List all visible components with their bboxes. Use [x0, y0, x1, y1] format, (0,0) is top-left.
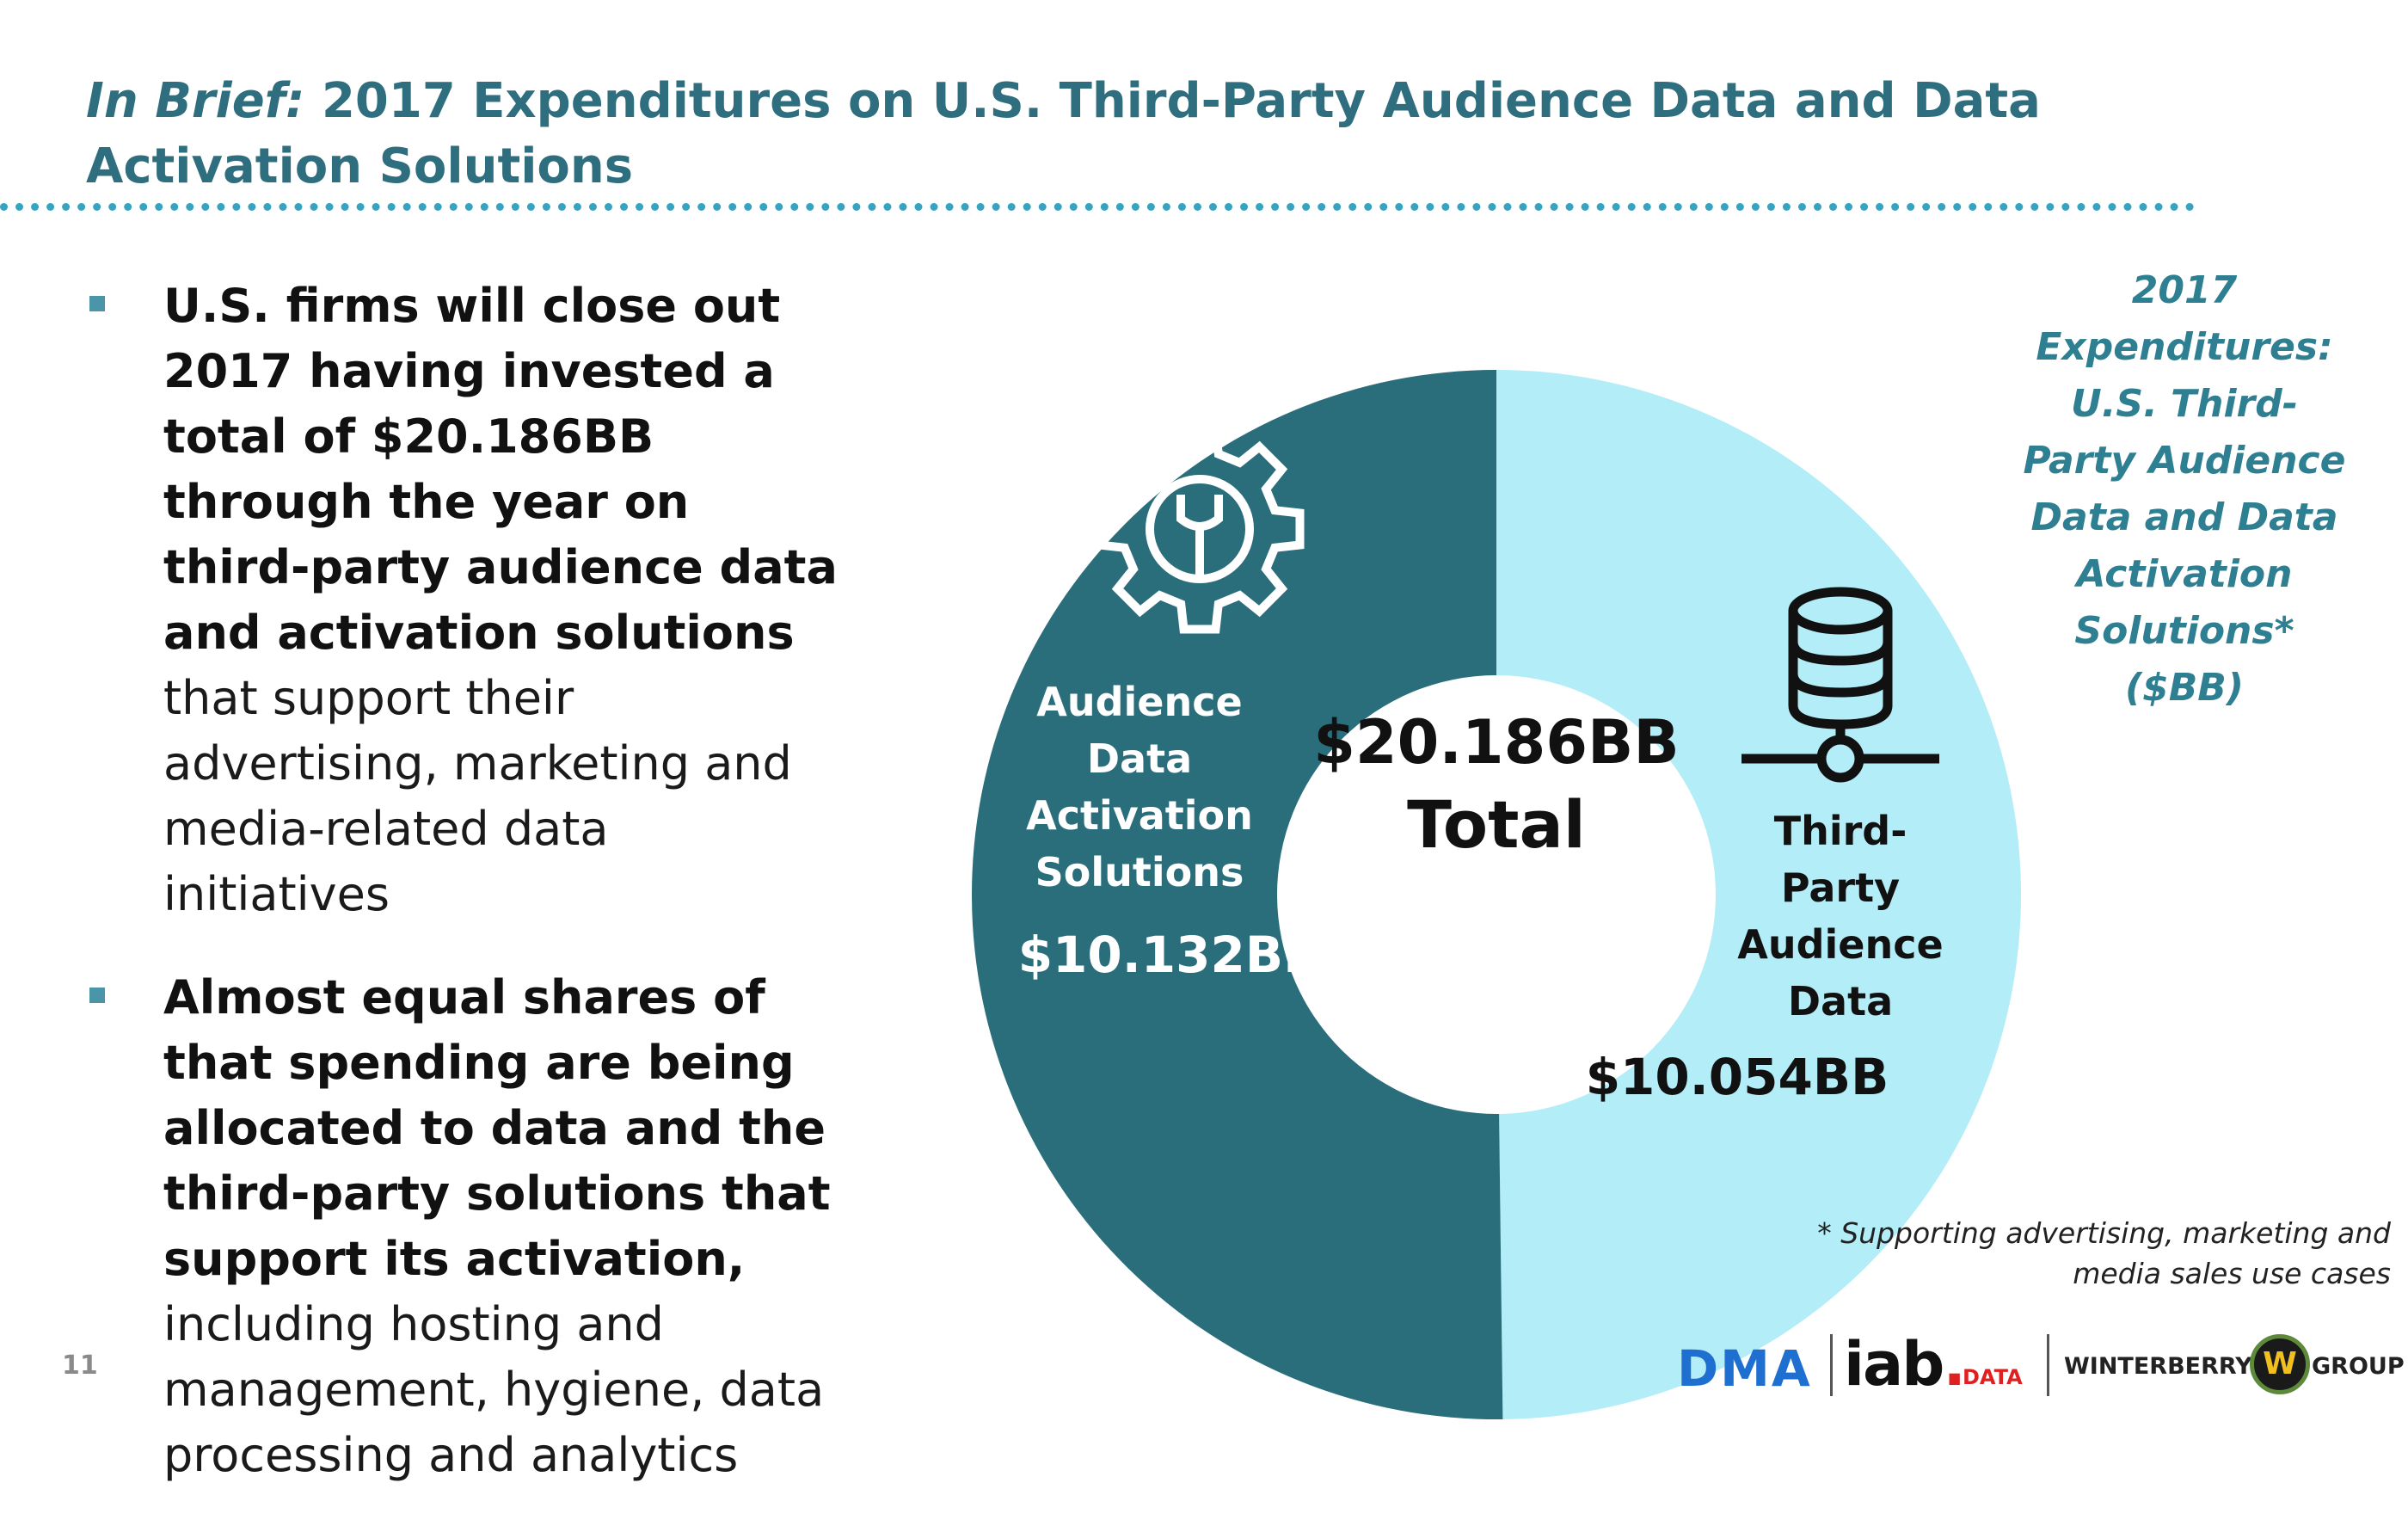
slice-label-line: Solutions	[1035, 849, 1244, 895]
bullet-text: including hosting and management, hygien…	[163, 1297, 825, 1482]
bullet-text: that support their advertising, marketin…	[163, 671, 792, 921]
slice-label-line: Data	[1788, 978, 1893, 1025]
footnote-line: media sales use cases	[2073, 1257, 2391, 1290]
dotted-divider	[0, 203, 2195, 211]
slice-label-line: Party	[1781, 865, 1900, 911]
footnote-line: * Supporting advertising, marketing and	[1817, 1216, 2391, 1250]
bullet-bold-text: U.S. firms will close out 2017 having in…	[163, 279, 838, 660]
chart-slices	[972, 369, 2022, 1419]
side-label-line: Solutions*	[2074, 609, 2294, 653]
bullet-square-icon	[89, 296, 105, 311]
database-icon	[1742, 587, 1939, 783]
pie-slice-activation-solutions	[972, 370, 1503, 1419]
iab-logo: iab.	[1844, 1329, 1966, 1400]
winterberry-w-mark: W	[2250, 1334, 2310, 1394]
winterberry-text: WINTERBERRY	[2064, 1353, 2252, 1380]
page-number: 11	[62, 1351, 98, 1381]
side-label-line: Data and Data	[2030, 495, 2338, 539]
slice-value-label: $10.054BB	[1586, 1048, 1889, 1106]
footnote: * Supporting advertising, marketing and m…	[1720, 1213, 2391, 1294]
side-label-line: Expenditures:	[2036, 325, 2333, 369]
side-label-line: Activation	[2076, 552, 2293, 596]
chart-side-label: 2017 Expenditures: U.S. Third- Party Audien…	[1978, 262, 2391, 717]
bullet-bold-text: Almost equal shares of that spending are…	[163, 970, 831, 1286]
donut-chart: $20.186BB Total Audience Data Activation So…	[972, 369, 2022, 1419]
iab-data-text: DATA	[1963, 1365, 2023, 1389]
slice-labels: Audience Data Activation Solutions $10.132BB…	[1018, 679, 1944, 1106]
gear-wrench-icon	[1095, 424, 1305, 634]
slice-label-line: Audience	[1036, 679, 1242, 725]
logo-separator	[2047, 1334, 2049, 1396]
iab-logo-text: iab	[1844, 1329, 1944, 1400]
slice-label-line: Third-	[1774, 808, 1907, 854]
slice-label-line: Activation	[1026, 792, 1253, 839]
slice-label-line: Audience	[1737, 921, 1943, 968]
bullet-list: U.S. firms will close out 2017 having in…	[86, 274, 843, 1526]
bullet-item: U.S. firms will close out 2017 having in…	[86, 274, 843, 927]
side-label-line: 2017	[2131, 268, 2238, 312]
dma-logo: DMA	[1677, 1339, 1812, 1398]
slide-title: In Brief: 2017 Expenditures on U.S. Thir…	[86, 69, 2150, 200]
bullet-item: Almost equal shares of that spending are…	[86, 965, 843, 1488]
group-text: GROUP	[2312, 1353, 2405, 1380]
center-total-value: $20.186BB	[1313, 707, 1680, 778]
side-label-line: ($BB)	[2125, 666, 2244, 710]
side-label-line: U.S. Third-	[2070, 382, 2299, 426]
side-label-line: Party Audience	[2023, 439, 2346, 483]
slice-label-line: Data	[1087, 735, 1192, 782]
title-text: 2017 Expenditures on U.S. Third-Party Au…	[86, 73, 2041, 194]
iab-logo-dot: .	[1943, 1329, 1966, 1400]
center-total-label: Total	[1407, 786, 1586, 863]
slice-value-label: $10.132BB	[1018, 926, 1322, 984]
logo-separator	[1830, 1334, 1833, 1396]
sponsor-logos: DMA iab. DATA WINTERBERRY W GROUP	[1668, 1329, 2408, 1406]
bullet-square-icon	[89, 988, 105, 1003]
title-lead: In Brief:	[86, 73, 305, 129]
